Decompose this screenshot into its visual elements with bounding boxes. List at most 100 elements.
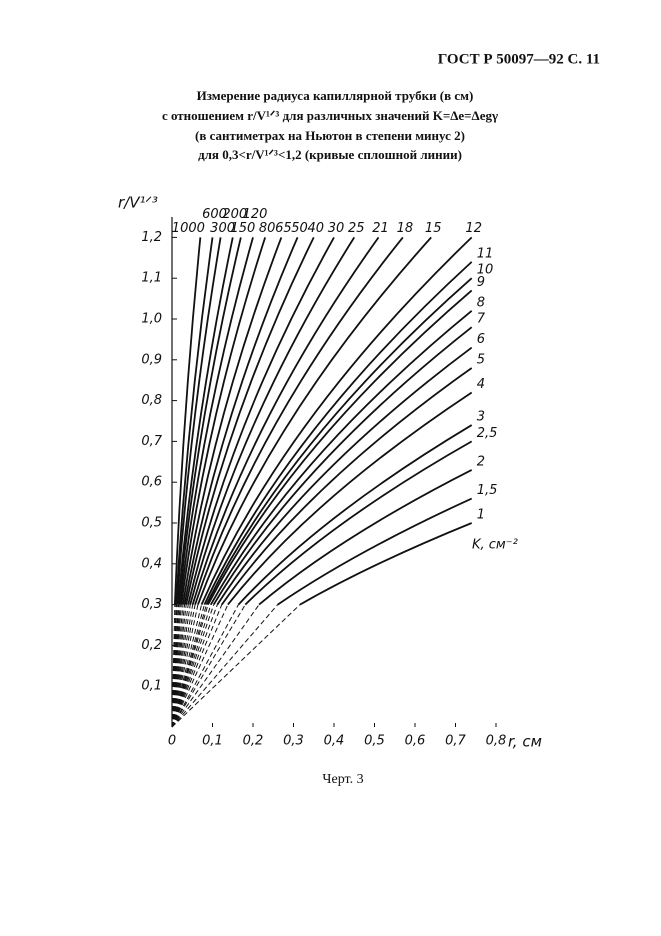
legend-label: 300 <box>210 221 235 236</box>
y-tick-label: 0,3 <box>141 597 162 612</box>
curve <box>216 346 473 606</box>
x-tick-label: 0,2 <box>243 734 264 749</box>
legend-label: 18 <box>397 221 414 236</box>
curve <box>183 237 299 605</box>
x-tick-label: 0,3 <box>283 734 304 749</box>
page-header: ГОСТ Р 50097—92 С. 11 <box>438 51 600 67</box>
legend-label: 4 <box>477 377 485 392</box>
curve-dashed <box>171 604 218 728</box>
curve-dashed <box>171 604 239 728</box>
curve <box>277 497 473 606</box>
curve-dashed <box>171 604 212 728</box>
curve <box>185 237 315 605</box>
curve-dashed <box>171 604 215 728</box>
y-tick-label: 0,7 <box>141 434 162 449</box>
x-tick-label: 0,5 <box>364 734 385 749</box>
curve-dashed <box>171 604 301 728</box>
curve <box>187 236 335 605</box>
legend-label: 200 <box>222 207 247 222</box>
curve <box>205 277 473 605</box>
legend-label: 12 <box>465 221 482 236</box>
plot: 0 0,1 0,2 0,3 0,4 0,5 0,6 0,7 0,8 0,1 0,2 0,3 0,4 0,5… <box>141 207 506 749</box>
x-tick-label: 0,6 <box>405 734 426 749</box>
legend-label: 3 <box>477 410 485 425</box>
curve <box>173 237 202 605</box>
curve <box>180 237 267 605</box>
legend-label: 10 <box>477 263 494 278</box>
y-tick-label: 0,4 <box>141 556 162 571</box>
legend-label: 65 <box>275 221 292 236</box>
x-tick-label: 0,1 <box>202 734 223 749</box>
curve-dashed <box>171 604 229 728</box>
y-tick-label: 0,2 <box>141 638 162 653</box>
legend-label: 1000 <box>172 221 205 236</box>
legend-label: 120 <box>243 207 268 222</box>
x-tick-label: 0,8 <box>486 734 507 749</box>
legend-label: 2,5 <box>477 426 498 441</box>
curve <box>210 310 473 606</box>
curve-dashed <box>171 604 205 728</box>
curve <box>189 236 356 605</box>
legend-label: 7 <box>477 312 486 327</box>
legend-label: 150 <box>230 221 255 236</box>
legend-label: 80 <box>259 221 276 236</box>
curve <box>194 236 404 605</box>
x-tick-label: 0 <box>168 734 176 749</box>
curve <box>179 237 254 605</box>
curve <box>227 391 473 606</box>
title-line: для 0,3<r/V¹ᐟ³<1,2 (кривые сплошной лини… <box>198 147 462 162</box>
y-tick-label: 0,9 <box>141 352 162 367</box>
legend-label: 1,5 <box>477 483 498 498</box>
legend-label: 5 <box>477 352 485 367</box>
y-tick-label: 0,6 <box>141 475 162 490</box>
title-line: (в сантиметрах на Ньютон в степени минус… <box>195 128 465 143</box>
x-tick-label: 0,4 <box>324 734 345 749</box>
curve-dashed <box>171 604 279 728</box>
y-tick-label: 1,0 <box>141 312 162 327</box>
y-tick-label: 0,1 <box>141 679 162 694</box>
curve <box>221 367 473 606</box>
legend-label: 15 <box>425 221 442 236</box>
title-line: Измерение радиуса капиллярной трубки (в … <box>197 88 474 103</box>
y-tick-label: 0,5 <box>141 516 162 531</box>
curve <box>191 236 380 605</box>
y-tick-label: 1,1 <box>141 271 162 286</box>
legend-label: 11 <box>477 246 494 261</box>
curve <box>244 440 473 606</box>
curve-dashed <box>171 604 199 728</box>
curve <box>175 237 214 605</box>
y-tick-label: 1,2 <box>141 230 162 245</box>
curve <box>182 237 283 605</box>
legend-label: 40 <box>307 221 324 236</box>
legend-label: 50 <box>291 221 308 236</box>
curve <box>299 522 473 606</box>
curve <box>177 237 242 605</box>
x-tick-label: 0,7 <box>445 734 466 749</box>
curve <box>200 236 473 605</box>
legend-label: 25 <box>348 221 365 236</box>
curve <box>258 469 473 606</box>
curve-dashed <box>171 604 209 728</box>
curve-dashed <box>171 604 207 728</box>
curve <box>203 261 473 605</box>
curve <box>237 424 473 606</box>
curve <box>207 289 473 606</box>
legend-label: 1 <box>477 508 485 523</box>
legend-label: 6 <box>477 332 485 347</box>
curve <box>177 237 234 605</box>
legend-label: 30 <box>328 221 345 236</box>
x-axis-label: r, см <box>508 733 542 751</box>
y-axis-label: r/V¹ᐟ³ <box>118 194 158 212</box>
legend-label: 600 <box>202 207 227 222</box>
title-line: с отношением r/V¹ᐟ³ для различных значен… <box>162 108 498 123</box>
legend-label: 8 <box>477 295 485 310</box>
legend-label: 2 <box>477 454 485 469</box>
curve-dashed <box>171 604 260 728</box>
curve-dashed <box>171 604 223 728</box>
curve <box>197 236 432 605</box>
y-tick-label: 0,8 <box>141 393 162 408</box>
series-label: K, см⁻² <box>472 538 518 553</box>
curve <box>212 326 473 606</box>
legend-label: 9 <box>477 275 485 290</box>
